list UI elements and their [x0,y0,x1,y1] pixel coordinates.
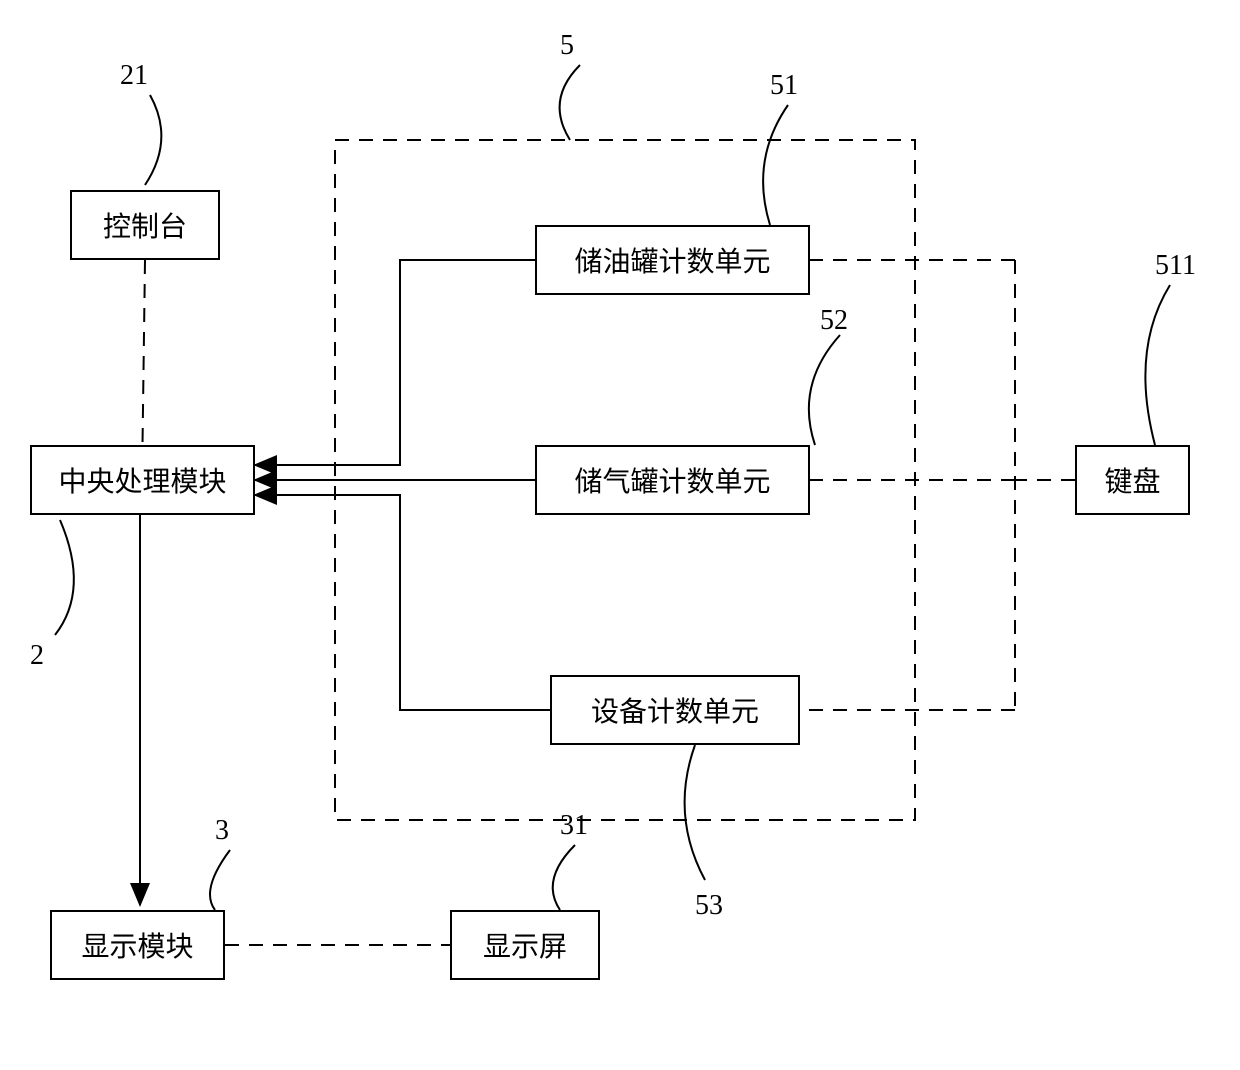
ref-label-text: 511 [1155,250,1196,281]
ref-label-r511: 511 [1155,250,1196,282]
node-label: 设备计数单元 [591,690,759,730]
ref-label-text: 2 [30,640,44,671]
ref-label-text: 51 [770,70,798,101]
node-keyboard: 键盘 [1075,445,1190,515]
ref-label-r51: 51 [770,70,798,102]
node-console: 控制台 [70,190,220,260]
ref-label-r2: 2 [30,640,44,672]
node-label: 键盘 [1104,460,1160,500]
ref-label-text: 31 [560,810,588,841]
node-display_screen: 显示屏 [450,910,600,980]
ref-label-text: 5 [560,30,574,61]
node-device_counter: 设备计数单元 [550,675,800,745]
node-label: 中央处理模块 [58,460,226,500]
node-label: 显示模块 [81,925,193,965]
ref-label-r5: 5 [560,30,574,62]
ref-label-r53: 53 [695,890,723,922]
node-oil_counter: 储油罐计数单元 [535,225,810,295]
ref-label-r3: 3 [215,815,229,847]
ref-label-r52: 52 [820,305,848,337]
ref-label-text: 3 [215,815,229,846]
ref-label-text: 52 [820,305,848,336]
node-gas_counter: 储气罐计数单元 [535,445,810,515]
ref-label-r21: 21 [120,60,148,92]
ref-label-text: 21 [120,60,148,91]
node-label: 显示屏 [483,925,567,965]
node-label: 储气罐计数单元 [574,460,770,500]
ref-label-r31: 31 [560,810,588,842]
node-label: 控制台 [103,205,187,245]
ref-label-text: 53 [695,890,723,921]
node-cpu: 中央处理模块 [30,445,255,515]
node-label: 储油罐计数单元 [574,240,770,280]
node-display_module: 显示模块 [50,910,225,980]
